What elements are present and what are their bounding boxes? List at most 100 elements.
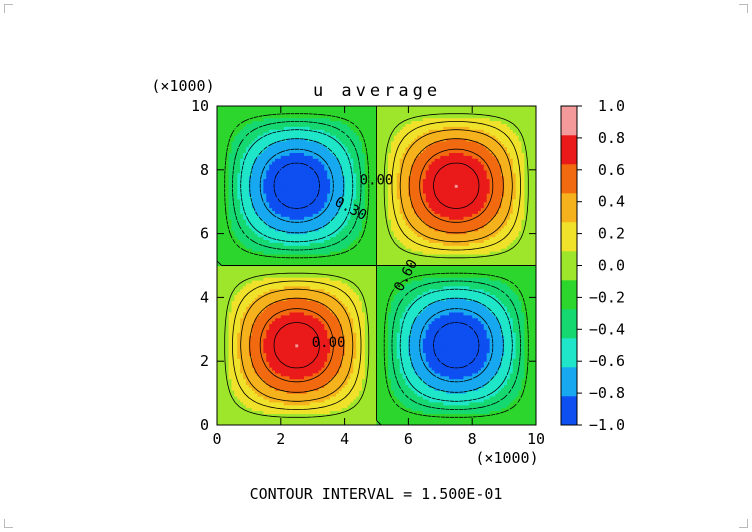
field-cell: [306, 384, 311, 388]
field-cell: [344, 164, 349, 168]
field-cell: [327, 198, 331, 203]
field-cell: [243, 193, 247, 197]
field-cell: [327, 317, 331, 322]
field-cell: [225, 140, 230, 145]
field-cell: [248, 210, 253, 214]
field-cell: [292, 117, 296, 122]
field-cell: [272, 172, 276, 177]
field-cell: [254, 253, 259, 258]
field-cell: [219, 268, 224, 272]
field-cell: [228, 161, 233, 165]
field-cell: [248, 413, 253, 417]
field-cell: [257, 285, 262, 290]
field-cell: [248, 300, 253, 304]
field-cell: [219, 193, 224, 197]
field-cell: [338, 117, 343, 122]
field-cell: [257, 361, 262, 365]
field-cell: [217, 155, 221, 159]
field-cell: [289, 120, 293, 124]
field-cell: [222, 233, 227, 238]
field-cell: [324, 413, 328, 417]
field-cell: [234, 352, 238, 356]
field-cell: [347, 361, 351, 365]
field-cell: [344, 187, 349, 191]
field-cell: [283, 349, 288, 354]
field-cell: [298, 152, 302, 156]
field-cell: [222, 245, 227, 249]
field-cell: [333, 175, 337, 180]
field-cell: [298, 384, 302, 388]
field-cell: [341, 369, 346, 374]
field-cell: [306, 381, 311, 385]
field-cell: [338, 108, 343, 113]
field-cell: [228, 390, 233, 394]
field-cell: [275, 294, 279, 298]
field-cell: [333, 207, 337, 211]
field-cell: [275, 285, 279, 290]
field-cell: [333, 338, 337, 342]
field-cell: [231, 410, 235, 414]
field-cell: [338, 175, 343, 180]
field-cell: [304, 219, 308, 223]
field-cell: [240, 410, 244, 414]
field-cell: [318, 158, 322, 162]
field-cell: [219, 216, 224, 220]
field-cell: [298, 137, 302, 142]
field-cell: [341, 123, 346, 127]
field-cell: [260, 285, 264, 290]
field-cell: [344, 106, 349, 110]
field-cell: [321, 378, 325, 383]
field-cell: [324, 253, 328, 258]
field-cell: [237, 108, 241, 113]
field-cell: [228, 407, 233, 412]
field-cell: [251, 306, 256, 310]
field-cell: [330, 398, 334, 403]
field-cell: [338, 253, 343, 258]
field-cell: [335, 367, 340, 371]
field-cell: [246, 181, 250, 185]
field-cell: [228, 323, 233, 327]
field-cell: [289, 219, 293, 223]
field-cell: [275, 340, 279, 345]
field-cell: [272, 227, 276, 232]
field-cell: [277, 140, 282, 145]
field-cell: [228, 248, 233, 252]
field-cell: [263, 396, 267, 400]
field-cell: [312, 158, 317, 162]
field-cell: [309, 297, 314, 301]
field-cell: [225, 120, 230, 124]
field-cell: [315, 126, 320, 130]
field-cell: [251, 152, 256, 156]
field-cell: [341, 233, 346, 238]
field-cell: [286, 140, 291, 145]
field-cell: [275, 271, 279, 275]
field-cell: [280, 364, 285, 368]
field-cell: [309, 152, 314, 156]
field-cell: [257, 410, 262, 414]
field-cell: [318, 161, 322, 165]
field-cell: [237, 111, 241, 116]
field-cell: [338, 404, 343, 409]
field-cell: [344, 143, 349, 148]
field-cell: [260, 419, 264, 423]
field-cell: [286, 152, 291, 156]
field-cell: [237, 233, 241, 238]
field-cell: [225, 210, 230, 214]
field-cell: [298, 401, 302, 406]
field-cell: [272, 245, 276, 249]
field-cell: [248, 396, 253, 400]
field-cell: [260, 271, 264, 275]
field-cell: [301, 219, 305, 223]
field-cell: [217, 146, 221, 151]
field-cell: [283, 340, 288, 345]
field-cell: [240, 137, 244, 142]
field-cell: [286, 297, 291, 301]
field-cell: [275, 291, 279, 296]
field-cell: [225, 230, 230, 235]
field-cell: [234, 396, 238, 400]
field-cell: [283, 375, 288, 380]
field-cell: [246, 311, 250, 316]
field-cell: [275, 114, 279, 119]
field-cell: [254, 158, 259, 162]
field-cell: [280, 297, 285, 301]
